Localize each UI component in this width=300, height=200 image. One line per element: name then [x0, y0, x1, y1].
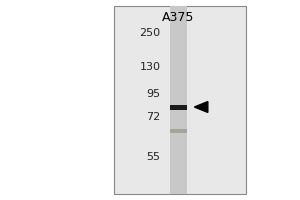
- Text: 72: 72: [146, 112, 161, 122]
- Text: 95: 95: [146, 89, 161, 99]
- Text: 250: 250: [140, 28, 160, 38]
- Bar: [170, 129, 187, 133]
- Polygon shape: [194, 102, 208, 112]
- Bar: [170, 6, 187, 194]
- Text: A375: A375: [162, 11, 195, 24]
- Bar: [114, 6, 246, 194]
- Text: 130: 130: [140, 62, 160, 72]
- Bar: [170, 104, 187, 110]
- Text: 55: 55: [146, 152, 161, 162]
